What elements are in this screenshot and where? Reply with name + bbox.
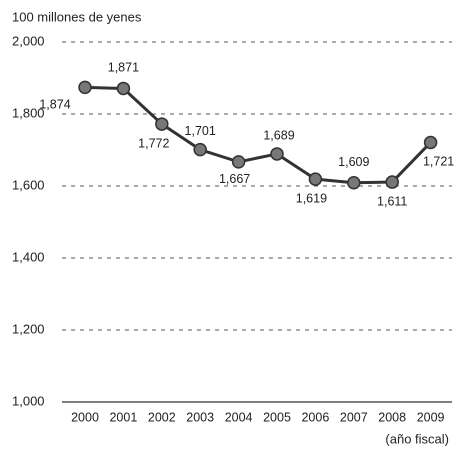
marker (347, 176, 361, 190)
y-tick-label: 2,000 (12, 33, 45, 48)
data-label: 1,689 (263, 128, 294, 142)
x-tick-label: 2009 (417, 410, 445, 424)
marker (308, 172, 323, 186)
data-label: 1,611 (377, 194, 407, 208)
data-label: 1,772 (138, 136, 169, 150)
y-tick-label: 1,400 (12, 249, 45, 264)
x-tick-label: 2007 (340, 410, 368, 424)
marker (155, 117, 169, 131)
data-label: 1,874 (39, 98, 70, 112)
data-label: 1,667 (219, 172, 250, 186)
x-tick-label: 2004 (225, 410, 253, 424)
x-tick-label: 2003 (186, 410, 214, 424)
marker (231, 155, 246, 169)
data-label: 1,721 (423, 155, 454, 169)
x-tick-label: 2002 (148, 410, 176, 424)
marker (385, 175, 399, 189)
marker (423, 135, 438, 150)
marker (78, 80, 92, 95)
x-tick-label: 2008 (378, 410, 406, 424)
data-label: 1,871 (108, 61, 139, 75)
data-label: 1,619 (296, 191, 327, 205)
x-tick-label: 2000 (71, 410, 99, 424)
marker (270, 147, 284, 161)
data-label: 1,609 (338, 155, 369, 169)
y-tick-label: 1,000 (12, 393, 45, 408)
y-tick-label: 1,600 (12, 177, 45, 192)
chart-title: 100 millones de yenes (12, 9, 142, 24)
data-label: 1,701 (185, 124, 216, 138)
x-axis-label: (año fiscal) (385, 431, 449, 446)
x-tick-label: 2005 (263, 410, 291, 424)
line (84, 85, 432, 185)
y-tick-label: 1,200 (12, 321, 45, 336)
marker (193, 142, 207, 157)
y-tick-label: 1,800 (12, 105, 45, 120)
marker (116, 81, 131, 96)
x-tick-label: 2006 (301, 410, 329, 424)
x-tick-label: 2001 (109, 410, 137, 424)
